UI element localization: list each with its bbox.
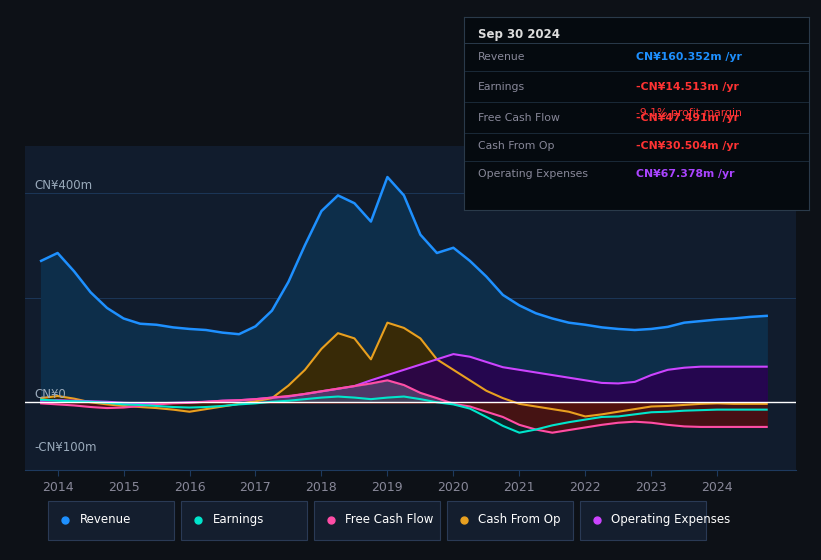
Text: -9.1% profit margin: -9.1% profit margin	[636, 108, 742, 118]
Text: Cash From Op: Cash From Op	[478, 142, 554, 151]
Text: CN¥0: CN¥0	[34, 388, 67, 401]
Text: Operating Expenses: Operating Expenses	[612, 513, 731, 526]
Text: Free Cash Flow: Free Cash Flow	[346, 513, 433, 526]
Text: CN¥67.378m /yr: CN¥67.378m /yr	[636, 170, 735, 179]
Text: Sep 30 2024: Sep 30 2024	[478, 29, 560, 41]
Bar	[314, 501, 440, 540]
Text: Revenue: Revenue	[478, 52, 525, 62]
Bar	[580, 501, 706, 540]
Text: CN¥400m: CN¥400m	[34, 179, 93, 192]
Text: Revenue: Revenue	[80, 513, 131, 526]
Text: -CN¥30.504m /yr: -CN¥30.504m /yr	[636, 142, 739, 151]
Text: -CN¥47.491m /yr: -CN¥47.491m /yr	[636, 114, 739, 123]
Text: -CN¥100m: -CN¥100m	[34, 441, 97, 454]
Text: Earnings: Earnings	[478, 82, 525, 92]
Text: -CN¥14.513m /yr: -CN¥14.513m /yr	[636, 82, 739, 92]
Text: Operating Expenses: Operating Expenses	[478, 170, 588, 179]
Bar	[181, 501, 307, 540]
Text: CN¥160.352m /yr: CN¥160.352m /yr	[636, 52, 742, 62]
Text: Free Cash Flow: Free Cash Flow	[478, 114, 560, 123]
Text: Cash From Op: Cash From Op	[479, 513, 561, 526]
Bar	[48, 501, 174, 540]
Bar	[447, 501, 573, 540]
Text: Earnings: Earnings	[213, 513, 264, 526]
